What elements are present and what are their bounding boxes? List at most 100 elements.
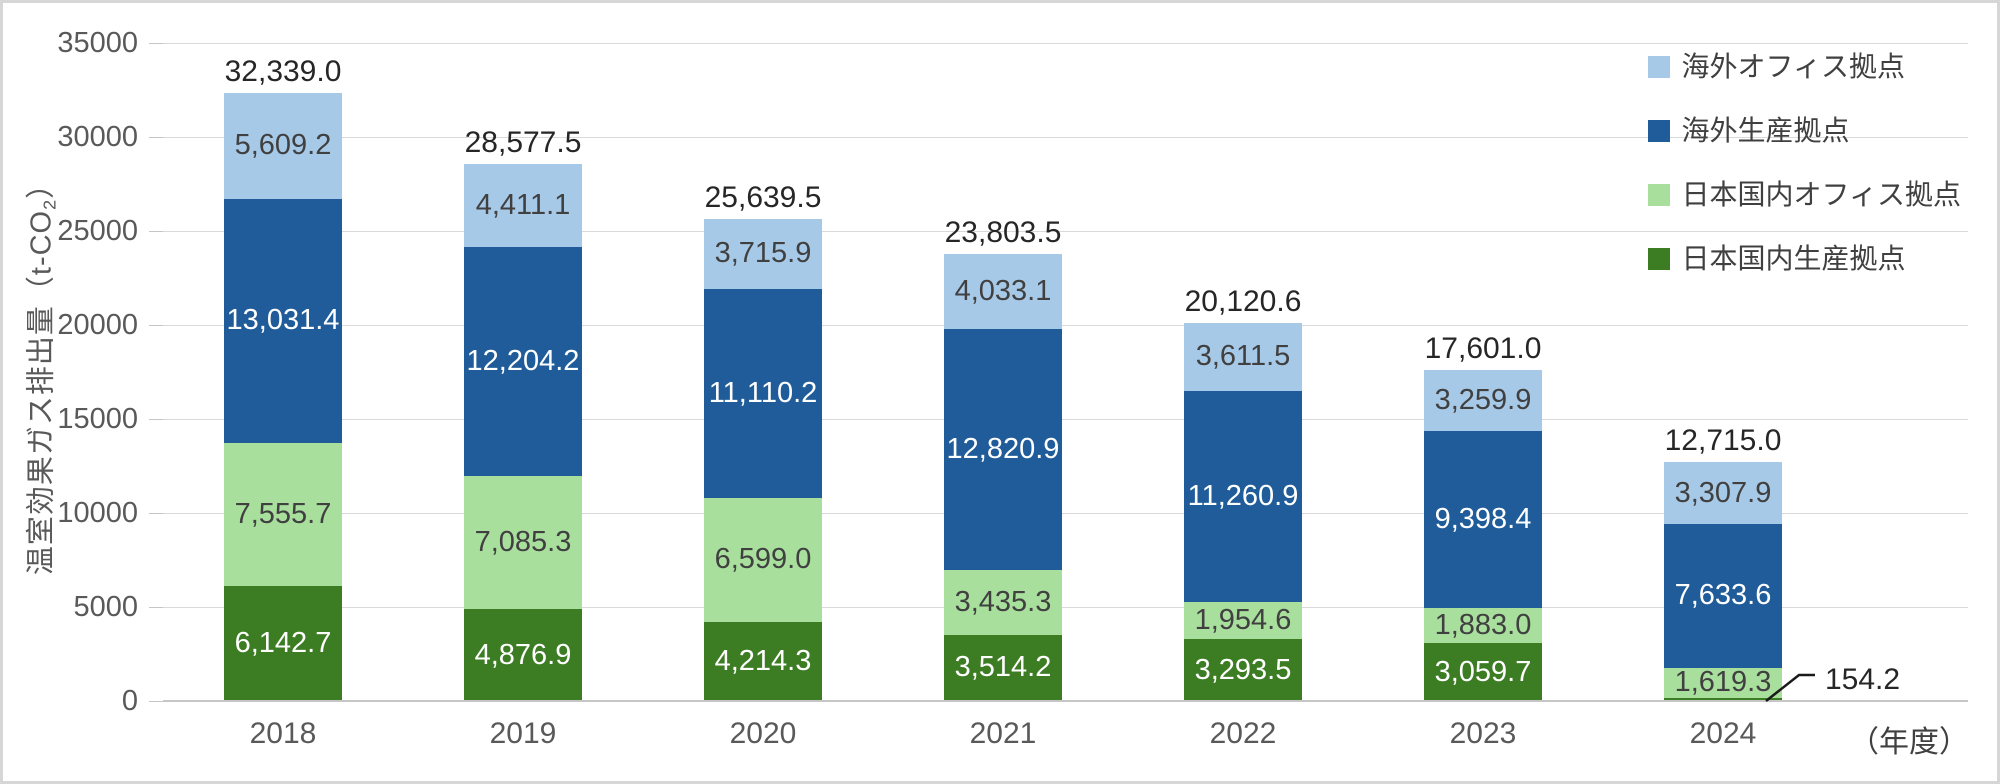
bar-segment-label: 1,619.3	[1674, 666, 1772, 699]
bar-stack: 6,142.7 7,555.7 13,031.4 5,609.2	[224, 93, 342, 701]
bar-stack: 3,293.5 1,954.6 11,260.9 3,611.5	[1184, 322, 1302, 701]
y-axis-tick-label: 30000	[57, 121, 138, 153]
bar-segment-label: 13,031.4	[226, 304, 340, 337]
callout-line	[1765, 673, 1815, 702]
bar-segment-日本国内オフィス拠点: 1,619.3	[1664, 666, 1782, 699]
gridline	[163, 512, 1968, 514]
bar-column: 4,876.9 7,085.3 12,204.2 4,411.1 28,577.5	[403, 43, 643, 701]
y-axis-tick-label: 5000	[73, 591, 138, 623]
x-axis-tick-label: 2024	[1689, 717, 1757, 750]
bar-segment-label: 9,398.4	[1434, 503, 1532, 536]
legend-label: 海外生産拠点	[1681, 115, 1850, 146]
y-axis-tick	[149, 136, 163, 138]
y-axis-title-close: ）	[25, 168, 58, 199]
y-axis-tick-label: 35000	[57, 27, 138, 59]
bar-segment-海外オフィス拠点: 3,715.9	[704, 219, 822, 289]
x-axis-tick-label: 2022	[1209, 717, 1277, 750]
bar-segment-日本国内オフィス拠点: 3,435.3	[944, 570, 1062, 635]
bars-row: 6,142.7 7,555.7 13,031.4 5,609.2 32,339.0 4,8…	[163, 43, 1843, 701]
callout-label: 154.2	[1825, 663, 1901, 696]
bar-stack: 1,619.3 7,633.6 3,307.9	[1664, 461, 1782, 701]
gridline	[163, 418, 1968, 420]
bar-total-label: 32,339.0	[224, 55, 342, 89]
bar-segment-label: 7,085.3	[474, 526, 572, 559]
bar-segment-label: 3,059.7	[1434, 655, 1532, 688]
legend-swatch	[1647, 184, 1670, 206]
bar-segment-海外オフィス拠点: 4,411.1	[464, 163, 582, 247]
gridline	[163, 230, 1968, 232]
bar-segment-海外生産拠点: 9,398.4	[1424, 431, 1542, 609]
gridline	[163, 324, 1968, 326]
y-axis-tick	[149, 606, 163, 608]
legend-swatch	[1647, 248, 1670, 270]
bar-segment-label: 12,820.9	[946, 433, 1060, 466]
y-axis-tick-label: 0	[121, 685, 138, 717]
x-axis-unit-label: （年度）	[1849, 726, 1969, 759]
bar-segment-label: 7,555.7	[234, 498, 332, 530]
bar-segment-label: 3,307.9	[1674, 476, 1772, 509]
bar-segment-label: 3,715.9	[714, 237, 812, 270]
y-axis-tick	[149, 700, 163, 702]
y-axis-tick	[149, 42, 163, 44]
gridline	[163, 42, 1968, 44]
legend-swatch	[1647, 120, 1670, 142]
x-axis-tick-label: 2020	[729, 717, 797, 750]
legend-item: 海外生産拠点	[1647, 115, 1961, 146]
legend-item: 海外オフィス拠点	[1647, 53, 1961, 81]
y-axis-tick	[149, 418, 163, 420]
bar-column: 1,619.3 7,633.6 3,307.9 12,715.0	[1603, 43, 1843, 701]
bar-segment-label: 1,883.0	[1434, 609, 1532, 642]
bar-segment-label: 12,204.2	[466, 344, 580, 377]
legend-item: 日本国内生産拠点	[1647, 245, 1961, 273]
bar-segment-海外オフィス拠点: 3,611.5	[1184, 322, 1302, 391]
bar-column: 3,059.7 1,883.0 9,398.4 3,259.9 17,601.0	[1363, 43, 1603, 701]
bar-column: 3,514.2 3,435.3 12,820.9 4,033.1 23,803.5	[883, 43, 1123, 701]
bar-segment-label: 3,435.3	[954, 586, 1052, 619]
bar-stack: 4,876.9 7,085.3 12,204.2 4,411.1	[464, 163, 582, 701]
bar-segment-label: 4,411.1	[475, 188, 571, 221]
bar-column: 3,293.5 1,954.6 11,260.9 3,611.5 20,120.6	[1123, 43, 1363, 701]
bar-segment-label: 11,110.2	[708, 376, 818, 409]
x-axis-tick-label: 2018	[249, 717, 317, 750]
x-axis-line	[163, 700, 1968, 702]
plot-area: 6,142.7 7,555.7 13,031.4 5,609.2 32,339.0 4,8…	[149, 42, 1968, 702]
bar-segment-日本国内オフィス拠点: 7,555.7	[224, 443, 342, 586]
bar-segment-日本国内オフィス拠点: 6,599.0	[704, 497, 822, 622]
x-axis-tick-label: 2023	[1449, 717, 1517, 750]
bar-segment-海外生産拠点: 12,820.9	[944, 329, 1062, 571]
x-axis-tick-label: 2021	[969, 717, 1037, 750]
bar-segment-日本国内生産拠点: 6,142.7	[224, 585, 342, 701]
bar-segment-日本国内生産拠点	[1664, 698, 1782, 701]
y-axis-tick-label: 20000	[57, 309, 138, 341]
bar-segment-label: 4,033.1	[954, 274, 1052, 307]
bar-total-label: 25,639.5	[704, 180, 822, 214]
bar-stack: 4,214.3 6,599.0 11,110.2 3,715.9	[704, 219, 822, 701]
legend-label: 日本国内オフィス拠点	[1681, 179, 1961, 210]
bar-segment-label: 3,293.5	[1194, 653, 1292, 686]
bar-total-label: 12,715.0	[1664, 423, 1782, 457]
bar-segment-海外生産拠点: 7,633.6	[1664, 524, 1782, 668]
legend-item: 日本国内オフィス拠点	[1647, 179, 1961, 210]
gridline	[163, 136, 1968, 138]
y-axis-title-subscript: 2	[39, 198, 60, 210]
legend-swatch	[1647, 56, 1670, 78]
bar-segment-label: 5,609.2	[234, 129, 332, 162]
bar-segment-日本国内生産拠点: 3,059.7	[1424, 643, 1542, 701]
bar-segment-label: 6,142.7	[234, 626, 332, 659]
y-axis-tick	[149, 324, 163, 326]
bar-segment-海外生産拠点: 13,031.4	[224, 198, 342, 444]
bar-segment-日本国内オフィス拠点: 7,085.3	[464, 476, 582, 610]
bar-segment-日本国内生産拠点: 4,876.9	[464, 609, 582, 701]
bar-segment-海外オフィス拠点: 4,033.1	[944, 253, 1062, 330]
bar-segment-海外生産拠点: 11,110.2	[704, 288, 822, 498]
bar-segment-label: 4,214.3	[714, 644, 812, 677]
bar-segment-label: 3,611.5	[1195, 340, 1291, 373]
bar-segment-label: 3,259.9	[1434, 384, 1532, 417]
bar-segment-label: 11,260.9	[1187, 480, 1299, 512]
bar-segment-海外生産拠点: 11,260.9	[1184, 390, 1302, 603]
bar-segment-label: 3,514.2	[954, 651, 1052, 684]
bar-segment-label: 6,599.0	[714, 543, 812, 576]
bar-segment-海外オフィス拠点: 3,307.9	[1664, 461, 1782, 525]
bar-stack: 3,514.2 3,435.3 12,820.9 4,033.1	[944, 253, 1062, 701]
y-axis-tick	[149, 512, 163, 514]
